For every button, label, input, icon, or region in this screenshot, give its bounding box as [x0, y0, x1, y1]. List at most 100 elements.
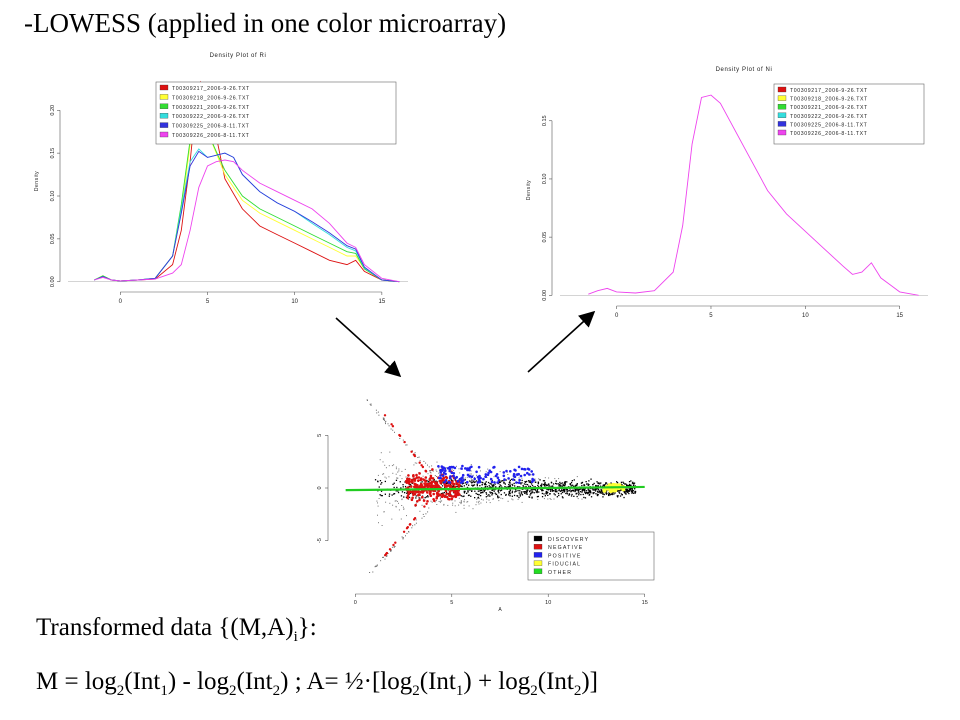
- discovery-point: [502, 498, 504, 500]
- discovery-point: [556, 496, 558, 498]
- streak-point: [406, 532, 408, 534]
- positive-point: [477, 476, 481, 479]
- negative-point: [418, 472, 421, 475]
- legend-swatch: [777, 104, 787, 110]
- discovery-point: [558, 489, 560, 492]
- discovery-point: [459, 501, 461, 503]
- positive-point: [484, 475, 487, 478]
- positive-point: [439, 474, 442, 477]
- negative-point: [415, 473, 418, 477]
- discovery-point: [427, 496, 429, 498]
- discovery-point: [395, 468, 397, 470]
- discovery-point: [478, 501, 479, 503]
- streak-point: [378, 414, 380, 416]
- legend-swatch: [159, 122, 169, 128]
- discovery-point: [507, 486, 510, 488]
- discovery-point: [574, 485, 576, 487]
- streak-point: [382, 556, 384, 558]
- discovery-point: [492, 489, 494, 491]
- negative-point: [457, 491, 460, 495]
- discovery-point: [631, 489, 634, 491]
- discovery-point: [503, 482, 505, 484]
- discovery-point: [498, 481, 500, 483]
- discovery-point: [456, 465, 457, 467]
- discovery-point: [509, 495, 511, 497]
- discovery-point: [561, 482, 563, 484]
- discovery-point: [492, 498, 494, 500]
- legend-label: NEGATIVE: [548, 545, 583, 551]
- discovery-point: [537, 481, 539, 483]
- discovery-point: [543, 480, 546, 482]
- discovery-point: [492, 492, 494, 495]
- positive-point: [468, 468, 471, 472]
- discovery-point: [458, 468, 460, 470]
- discovery-point: [611, 493, 614, 495]
- streak-point: [383, 556, 384, 558]
- discovery-point: [451, 499, 453, 501]
- discovery-point: [405, 496, 408, 498]
- discovery-point: [382, 461, 384, 463]
- discovery-point: [517, 498, 519, 500]
- discovery-point: [608, 494, 610, 497]
- discovery-point: [581, 491, 583, 493]
- negative-point: [410, 450, 413, 453]
- discovery-point: [579, 491, 582, 493]
- discovery-point: [479, 470, 481, 472]
- discovery-point: [520, 491, 523, 493]
- discovery-point: [542, 489, 544, 492]
- discovery-point: [630, 490, 632, 493]
- y-tick-label: 0: [317, 486, 323, 489]
- positive-point: [497, 478, 501, 482]
- streak-point: [406, 444, 408, 446]
- streak-point: [402, 537, 404, 539]
- discovery-point: [605, 492, 607, 494]
- discovery-point: [508, 494, 510, 496]
- discovery-point: [532, 489, 534, 491]
- discovery-point: [628, 492, 630, 495]
- discovery-point: [558, 494, 560, 497]
- discovery-point: [616, 490, 619, 492]
- positive-point: [488, 469, 491, 472]
- discovery-point: [460, 503, 462, 505]
- discovery-point: [458, 497, 460, 499]
- y-axis-label: Density: [34, 171, 40, 191]
- discovery-point: [400, 487, 402, 489]
- negative-point: [432, 498, 435, 501]
- streak-point: [414, 454, 416, 455]
- discovery-point: [388, 495, 390, 497]
- streak-point: [383, 417, 385, 419]
- discovery-point: [553, 493, 555, 495]
- discovery-point: [465, 483, 468, 486]
- positive-point: [448, 476, 452, 480]
- legend-swatch: [533, 544, 543, 550]
- discovery-point: [460, 495, 463, 497]
- discovery-point: [583, 489, 585, 491]
- discovery-point: [623, 491, 626, 493]
- discovery-point: [634, 492, 636, 494]
- discovery-point: [401, 491, 404, 493]
- discovery-point: [380, 483, 382, 485]
- y-tick-label: 0.00: [542, 290, 548, 301]
- positive-point: [442, 471, 446, 475]
- streak-point: [425, 513, 427, 515]
- discovery-point: [454, 505, 456, 507]
- discovery-point: [539, 479, 541, 481]
- discovery-point: [508, 492, 510, 495]
- discovery-point: [524, 486, 526, 488]
- negative-point: [407, 486, 410, 489]
- negative-point: [419, 477, 423, 480]
- discovery-point: [543, 498, 545, 500]
- discovery-point: [376, 500, 378, 502]
- streak-point: [429, 471, 431, 473]
- discovery-point: [470, 464, 472, 466]
- discovery-point: [608, 493, 610, 496]
- discovery-point: [549, 490, 552, 492]
- discovery-point: [584, 489, 586, 491]
- positive-point: [441, 474, 445, 477]
- positive-point: [502, 471, 506, 474]
- discovery-point: [546, 488, 548, 491]
- positive-point: [513, 468, 516, 472]
- discovery-point: [393, 493, 396, 495]
- discovery-point: [579, 488, 581, 490]
- discovery-point: [625, 493, 627, 495]
